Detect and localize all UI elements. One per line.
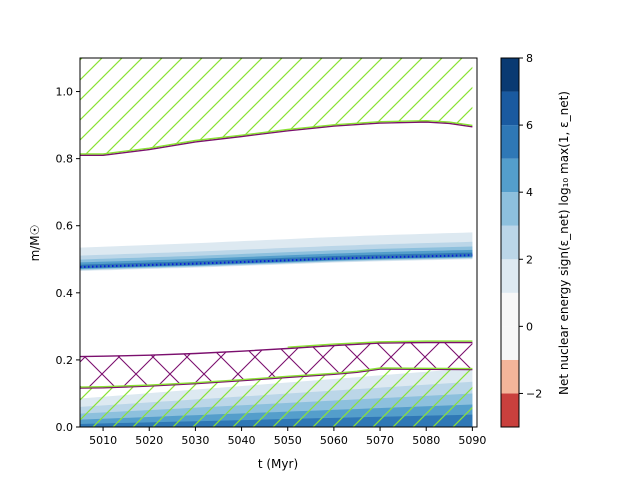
y-tick-label: 0.8 [56, 153, 74, 166]
colorbar-tick-label: 0 [526, 320, 533, 333]
convective-lower-purple [80, 368, 473, 389]
colorbar-tick-label: 4 [526, 186, 533, 199]
plot-area [80, 58, 477, 427]
colorbar-segment [501, 393, 519, 427]
envelope-hatch [80, 58, 473, 156]
x-tick-label: 5050 [274, 434, 302, 447]
boundary-lines [80, 119, 473, 389]
y-tick-label: 0.2 [56, 354, 74, 367]
envelope-boundary-purple [80, 121, 473, 156]
colorbar-segment [501, 158, 519, 193]
colorbar-label: Net nuclear energy sign(ε_net) log₁₀ max… [557, 91, 571, 395]
colorbar-tick-label: 6 [526, 119, 533, 132]
y-tick-label: 0.6 [56, 220, 74, 233]
y-axis: 0.0 0.2 0.4 0.6 0.8 1.0 [56, 86, 80, 434]
x-tick-label: 5040 [228, 434, 256, 447]
x-tick-label: 5070 [366, 434, 394, 447]
convective-lower-green [80, 367, 473, 388]
convective-upper-green [287, 340, 473, 348]
y-tick-label: 1.0 [56, 86, 74, 99]
colorbar-segment [501, 359, 519, 394]
x-tick-label: 5030 [181, 434, 209, 447]
colorbar-segment [501, 91, 519, 126]
colorbar: −2 0 2 4 6 8 [500, 52, 542, 428]
x-axis: 5010 5020 5030 5040 5050 5060 5070 5080 5090 [89, 427, 486, 447]
convective-upper-purple [80, 341, 473, 358]
envelope-boundary-green [80, 119, 473, 155]
colorbar-segment [501, 125, 519, 159]
colorbar-segment [501, 225, 519, 260]
x-tick-label: 5090 [458, 434, 486, 447]
burning-center-line [80, 254, 473, 268]
convective-zone-hatch [80, 342, 473, 389]
colorbar-segment [501, 58, 519, 92]
mixing-hatches [80, 58, 473, 427]
x-tick-label: 5060 [320, 434, 348, 447]
y-axis-label: m/M☉ [28, 225, 42, 262]
y-tick-label: 0.4 [56, 287, 74, 300]
colorbar-frame [500, 57, 520, 428]
x-tick-label: 5010 [89, 434, 117, 447]
core-hatch [80, 369, 473, 427]
x-tick-label: 5080 [412, 434, 440, 447]
colorbar-tick-label: 2 [526, 253, 533, 266]
colorbar-tick-label: 8 [526, 52, 533, 65]
colorbar-segment [501, 326, 519, 360]
x-tick-label: 5020 [135, 434, 163, 447]
colorbar-segment [501, 292, 519, 327]
colorbar-tick-label: −2 [526, 387, 542, 400]
x-axis-label: t (Myr) [258, 457, 298, 471]
plot-frame [79, 57, 478, 428]
y-tick-label: 0.0 [56, 421, 74, 434]
colorbar-segment [501, 192, 519, 226]
colorbar-segment [501, 259, 519, 293]
